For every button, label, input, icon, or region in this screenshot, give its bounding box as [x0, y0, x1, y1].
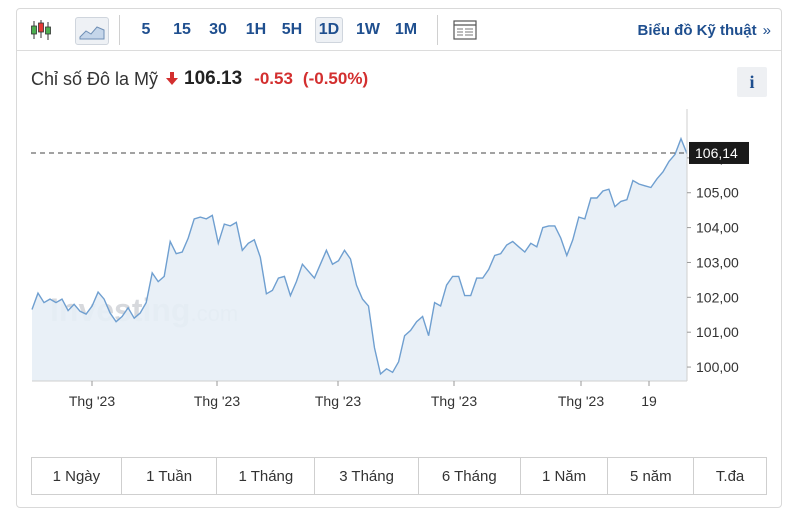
price-change-percent: (-0.50%): [302, 69, 369, 88]
last-price-tag-label: 106,14: [695, 145, 738, 161]
interval-button-1d[interactable]: 1D: [315, 17, 343, 43]
toolbar-divider: [437, 15, 438, 45]
last-price-tag: [689, 141, 749, 164]
price-chart: Investing.com106,00105,00104,00103,00102…: [31, 109, 749, 409]
range-button[interactable]: 1 Tuần: [122, 458, 218, 494]
chevron-right-icon: »: [762, 21, 771, 39]
technical-chart-label: Biểu đồ Kỹ thuật: [637, 21, 757, 39]
last-price: 106.13: [184, 68, 243, 89]
x-tick-label: Thg '23: [69, 393, 115, 409]
x-tick-label: Thg '23: [558, 393, 604, 409]
interval-button-15[interactable]: 15: [173, 21, 191, 38]
range-button[interactable]: 3 Tháng: [315, 458, 419, 494]
price-area: [32, 138, 687, 381]
time-range-bar: 1 Ngày 1 Tuần 1 Tháng 3 Tháng 6 Tháng 1 Năm 5 …: [31, 457, 767, 495]
range-button[interactable]: 5 năm: [608, 458, 695, 494]
chart-toolbar: 5 15 30 1H 5H 1D 1W 1M Biểu đồ Kỹ thuật »: [17, 9, 781, 51]
interval-button-1m[interactable]: 1M: [394, 21, 418, 38]
area-chart-icon[interactable]: [75, 17, 109, 45]
y-tick-label: 105,00: [696, 185, 739, 201]
interval-button-30[interactable]: 30: [209, 21, 227, 38]
range-button[interactable]: 6 Tháng: [419, 458, 521, 494]
info-icon: i: [749, 71, 755, 92]
x-tick-label: Thg '23: [315, 393, 361, 409]
instrument-header: Chỉ số Đô la Mỹ 106.13 -0.53 (-0.50%): [31, 65, 368, 93]
interval-button-5h[interactable]: 5H: [281, 21, 303, 38]
x-tick-label: 19: [641, 393, 657, 409]
y-tick-label: 100,00: [696, 359, 739, 375]
x-tick-label: Thg '23: [194, 393, 240, 409]
price-change: -0.53: [254, 69, 293, 88]
range-button[interactable]: T.đa: [715, 467, 745, 485]
y-tick-label: 104,00: [696, 220, 739, 236]
chart-widget: 5 15 30 1H 5H 1D 1W 1M Biểu đồ Kỹ thuật » Chỉ s…: [16, 8, 782, 508]
y-tick-label: 103,00: [696, 254, 739, 270]
technical-chart-link[interactable]: Biểu đồ Kỹ thuật »: [637, 17, 771, 43]
range-button[interactable]: 1 Tháng: [217, 458, 316, 494]
arrow-down-icon: [166, 72, 179, 86]
interval-button-5[interactable]: 5: [141, 21, 151, 38]
price-line: [31, 136, 688, 376]
data-table-icon[interactable]: [451, 17, 479, 43]
instrument-name: Chỉ số Đô la Mỹ: [31, 68, 159, 89]
interval-button-1h[interactable]: 1H: [245, 21, 267, 38]
range-button[interactable]: 1 Năm: [521, 458, 609, 494]
interval-button-1w[interactable]: 1W: [356, 21, 380, 38]
range-button[interactable]: 1 Ngày: [32, 458, 122, 494]
candlestick-icon[interactable]: [27, 17, 55, 43]
toolbar-divider: [119, 15, 120, 45]
info-button[interactable]: i: [737, 67, 767, 97]
x-tick-label: Thg '23: [431, 393, 477, 409]
y-tick-label: 101,00: [696, 324, 739, 340]
y-tick-label: 102,00: [696, 289, 739, 305]
